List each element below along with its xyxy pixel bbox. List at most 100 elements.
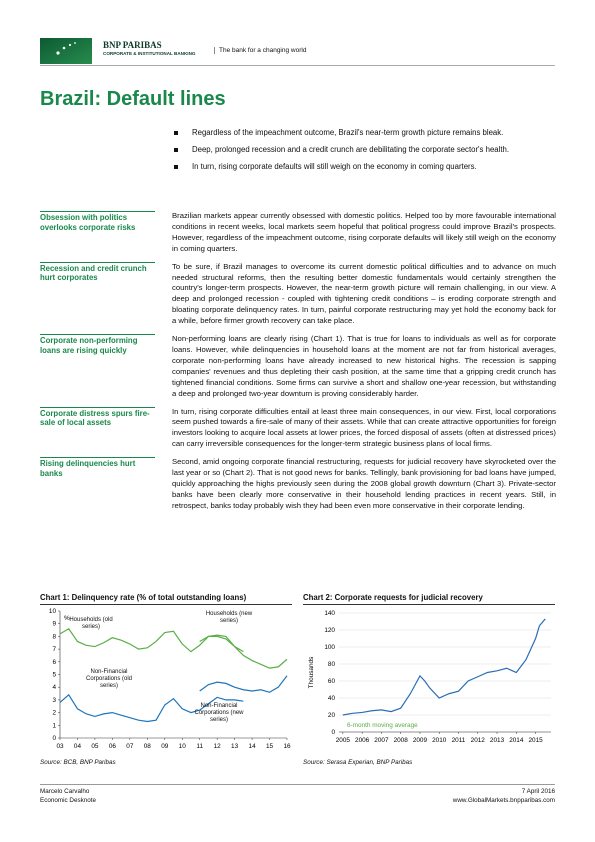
y-tick-label: 8: [52, 633, 56, 640]
x-tick-label: 2005: [336, 737, 351, 744]
publication: Economic Desknote: [40, 797, 96, 804]
x-tick-label: 14: [249, 743, 257, 750]
chart-area: 0 20 40 60 80 100 120 140 2005 2006 2007 2008 2009 20…: [303, 605, 555, 757]
x-tick-label: 16: [283, 743, 291, 750]
section: Corporate non-performing loans are risin…: [40, 334, 556, 399]
x-tick-label: 2010: [432, 737, 447, 744]
x-tick-label: 2011: [452, 737, 466, 744]
bullet-list: Regardless of the impeachment outcome, B…: [172, 128, 556, 179]
footer-right: 7 April 2016 www.GlobalMarkets.bnppariba…: [453, 787, 555, 805]
section: Corporate distress spurs fire-sale of lo…: [40, 406, 556, 451]
y-tick-label: 0: [331, 729, 335, 736]
section-text: Brazilian markets appear currently obses…: [172, 211, 556, 253]
x-tick-label: 08: [144, 743, 152, 750]
x-tick-label: 13: [231, 743, 239, 750]
x-tick-label: 10: [179, 743, 187, 750]
series-line: [199, 634, 288, 669]
x-tick-label: 06: [109, 743, 117, 750]
section: Rising delinquencies hurt banks Second, a…: [40, 457, 556, 512]
x-tick-label: 15: [266, 743, 274, 750]
y-tick-label: 10: [49, 608, 57, 615]
y-axis-label: Thousands: [308, 657, 315, 689]
sections: Obsession with politics overlooks corpor…: [40, 211, 556, 519]
series-line: [59, 693, 244, 723]
header-rule: [40, 65, 555, 66]
section-label: Rising delinquencies hurt banks: [40, 457, 155, 512]
bullet: Regardless of the impeachment outcome, B…: [172, 128, 556, 138]
x-tick-label: 2006: [355, 737, 370, 744]
x-tick-label: 2013: [490, 737, 505, 744]
x-tick-label: 05: [91, 743, 99, 750]
x-tick-label: 2009: [413, 737, 428, 744]
bullet: Deep, prolonged recession and a credit c…: [172, 145, 556, 155]
chart-title: Chart 1: Delinquency rate (% of total ou…: [40, 592, 292, 605]
tagline: The bank for a changing world: [214, 47, 306, 54]
annotation: 6-month moving average: [347, 722, 418, 729]
series-label: Households (new series): [205, 611, 253, 624]
series-line: [199, 675, 288, 693]
series-line: [59, 627, 244, 653]
y-tick-label: 140: [324, 610, 335, 617]
y-tick-label: 4: [52, 684, 56, 691]
author: Marcelo Carvalho: [40, 788, 90, 795]
y-tick-label: 5: [52, 672, 56, 679]
y-tick-label: 100: [324, 644, 335, 651]
page-title: Brazil: Default lines: [40, 88, 226, 110]
x-tick-label: 12: [214, 743, 222, 750]
footer-rule: [40, 784, 555, 785]
y-tick-label: 0: [52, 735, 56, 742]
brand: BNP PARIBAS: [103, 40, 162, 50]
chart-title: Chart 2: Corporate requests for judicial…: [303, 592, 555, 605]
logo: [40, 38, 92, 64]
y-tick-label: 2: [52, 710, 56, 717]
y-tick-label: 20: [328, 712, 336, 719]
y-tick-label: 3: [52, 697, 56, 704]
x-tick-label: 03: [56, 743, 64, 750]
section-text: Non-performing loans are clearly rising …: [172, 334, 556, 398]
x-tick-label: 2007: [374, 737, 389, 744]
bullet: In turn, rising corporate defaults will …: [172, 162, 556, 172]
series-label: Households (old series): [69, 617, 113, 630]
x-tick-label: 04: [74, 743, 82, 750]
footer-left: Marcelo Carvalho Economic Desknote: [40, 787, 96, 805]
x-tick-label: 2014: [509, 737, 524, 744]
x-tick-label: 09: [161, 743, 169, 750]
y-tick-label: 1: [52, 722, 56, 729]
series-label: Non-Financial Corporations (new series): [194, 703, 244, 723]
section-label: Obsession with politics overlooks corpor…: [40, 211, 155, 255]
x-tick-label: 2015: [528, 737, 543, 744]
chart-svg: 0 20 40 60 80 100 120 140 2005 2006 2007 2008 2009 20…: [308, 610, 551, 744]
section-label: Corporate distress spurs fire-sale of lo…: [40, 406, 155, 451]
x-tick-label: 07: [126, 743, 134, 750]
y-tick-label: 80: [328, 661, 336, 668]
series-label: Non-Financial Corporations (old series): [85, 669, 133, 689]
section-text: Second, amid ongoing corporate financial…: [172, 457, 556, 510]
date: 7 April 2016: [521, 788, 555, 795]
y-tick-label: 40: [328, 695, 336, 702]
y-tick-label: 7: [52, 646, 56, 653]
url: www.GlobalMarkets.bnpparibas.com: [452, 797, 555, 804]
y-unit: %: [64, 615, 70, 622]
x-tick-label: 2008: [394, 737, 409, 744]
x-tick-label: 11: [196, 743, 203, 750]
chart-2: Chart 2: Corporate requests for judicial…: [303, 592, 555, 766]
section-label: Recession and credit crunch hurt corpora…: [40, 261, 155, 327]
chart-area: 0 1 2 3 4 5 6 7 8 9 10 03 04 05 06 07 08 09 10 11 12 13 14 15 16…: [40, 605, 292, 757]
section-text: To be sure, if Brazil manages to overcom…: [172, 261, 556, 326]
x-tick-label: 2012: [471, 737, 486, 744]
series-line: [342, 618, 546, 716]
division: CORPORATE & INSTITUTIONAL BANKING: [103, 51, 196, 56]
chart-source: Source: BCB, BNP Paribas: [40, 759, 116, 766]
section: Recession and credit crunch hurt corpora…: [40, 261, 556, 327]
y-tick-label: 9: [52, 621, 56, 628]
section: Obsession with politics overlooks corpor…: [40, 211, 556, 255]
section-text: In turn, rising corporate difficulties e…: [172, 406, 556, 449]
y-tick-label: 60: [328, 678, 336, 685]
y-tick-label: 6: [52, 659, 56, 666]
y-tick-label: 120: [324, 627, 335, 634]
chart-source: Source: Serasa Experian, BNP Paribas: [303, 759, 413, 766]
section-label: Corporate non-performing loans are risin…: [40, 334, 155, 399]
chart-1: Chart 1: Delinquency rate (% of total ou…: [40, 592, 292, 766]
